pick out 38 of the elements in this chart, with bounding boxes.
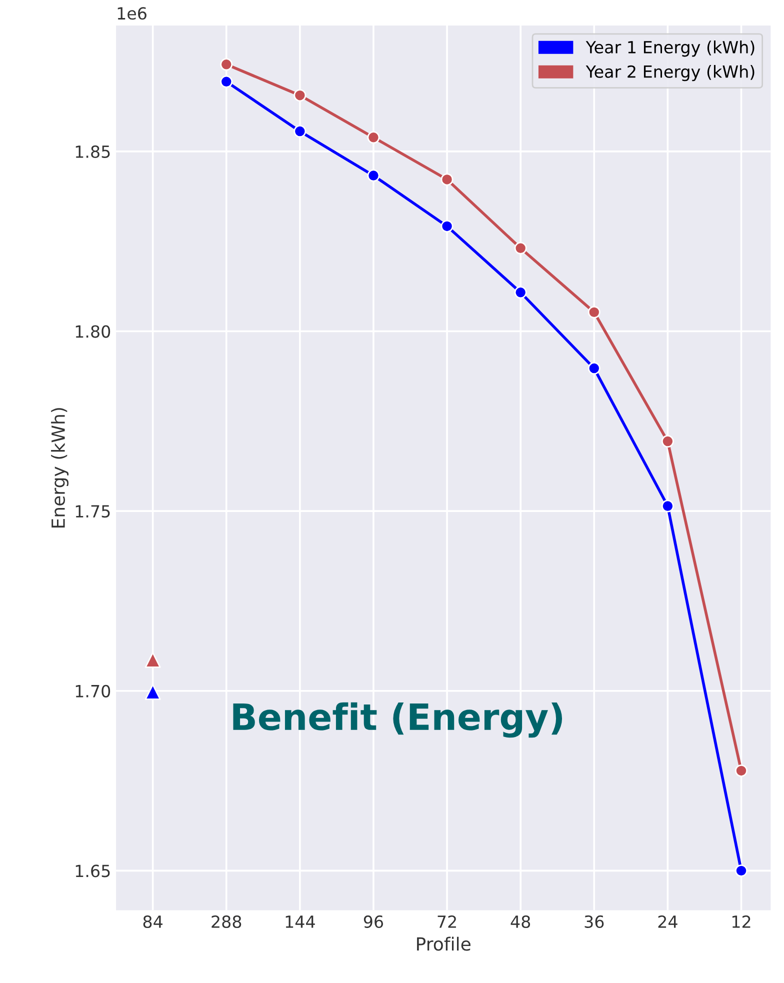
point [144,684,161,700]
legend-label: Year 2 Energy (kWh) [586,65,754,82]
y-tick-label: 1.65 [76,864,110,878]
y-axis-title: Energy (kWh) [51,408,69,528]
x-tick-label: 36 [584,915,604,928]
y-tick-label: 1.80 [76,325,110,338]
x-tick-label: 24 [658,915,678,928]
point [367,131,380,144]
point [294,89,306,102]
point [220,75,233,88]
point [144,652,161,668]
point [661,500,674,512]
text: 1e6 [118,7,146,20]
point [367,169,380,182]
annotation: Benefit (Energy) [233,702,562,738]
x-tick-label: 288 [212,915,242,928]
point [735,864,748,877]
x-tick-label: 12 [732,915,750,928]
y-tick-label: 1.85 [76,145,110,158]
y-tick-label: 1.75 [76,505,110,518]
x-axis-title: Profile [417,936,470,951]
legend-label: Year 1 Energy (kWh) [586,40,754,57]
x-tick-label: 144 [286,916,315,928]
x-tick-label: 72 [438,915,456,928]
point [735,764,748,777]
x-tick-label: 84 [143,915,162,928]
point [661,435,674,448]
point [220,58,233,71]
x-tick-label: 96 [364,915,384,928]
point [440,220,454,232]
point [514,286,527,299]
x-tick-label: 48 [510,915,530,928]
point [514,242,527,254]
point [588,306,600,318]
point [294,125,306,138]
point [440,173,454,186]
y-tick-label: 1.70 [76,684,110,698]
point [588,362,600,375]
